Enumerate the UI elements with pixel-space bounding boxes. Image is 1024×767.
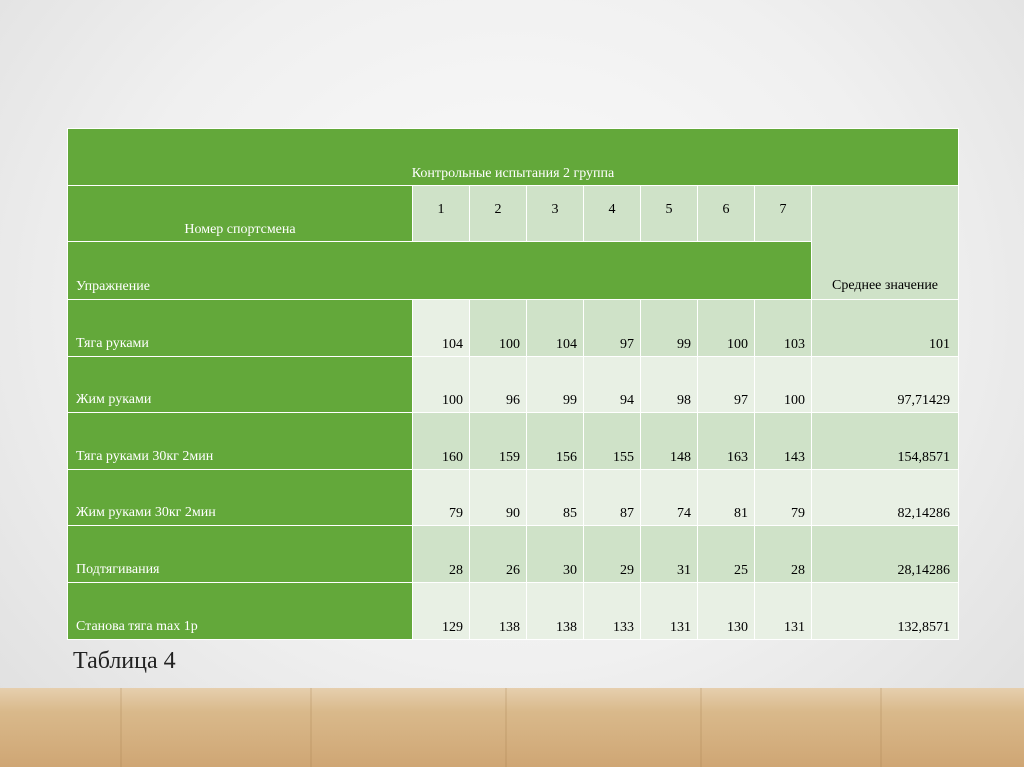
value-cell: 30 (526, 525, 584, 583)
value-cell: 103 (754, 299, 812, 357)
average-cell: 97,71429 (810, 356, 960, 413)
athlete-number-label: Номер спортсмена (67, 185, 413, 242)
value-cell: 100 (469, 299, 527, 357)
average-cell: 28,14286 (810, 525, 960, 583)
value-cell: 131 (754, 582, 812, 640)
value-cell: 94 (583, 356, 641, 413)
average-cell: 154,8571 (810, 412, 960, 470)
value-cell: 100 (754, 356, 812, 413)
table-title: Контрольные испытания 2 группа (66, 128, 960, 186)
value-cell: 160 (412, 412, 470, 470)
value-cell: 138 (526, 582, 584, 640)
value-cell: 97 (583, 299, 641, 357)
value-cell: 143 (754, 412, 812, 470)
value-cell: 79 (412, 469, 470, 526)
value-cell: 31 (640, 525, 698, 583)
exercise-name: Жим руками 30кг 2мин (67, 469, 413, 526)
value-cell: 131 (640, 582, 698, 640)
table-row: Станова тяга max 1р 129 138 138 133 131 … (67, 582, 960, 640)
results-table-container: Контрольные испытания 2 группа Номер спо… (66, 128, 960, 640)
table-row: Жим руками 100 96 99 94 98 97 100 97,714… (67, 356, 960, 413)
value-cell: 25 (697, 525, 755, 583)
value-cell: 85 (526, 469, 584, 526)
exercise-name: Тяга руками 30кг 2мин (67, 412, 413, 470)
value-cell: 28 (754, 525, 812, 583)
floor-background (0, 688, 1024, 767)
exercise-name: Тяга руками (67, 299, 413, 357)
athlete-number: 6 (697, 185, 755, 242)
exercise-label: Упражнение (67, 241, 812, 300)
athlete-number: 2 (469, 185, 527, 242)
average-cell: 82,14286 (810, 469, 960, 526)
value-cell: 163 (697, 412, 755, 470)
value-cell: 74 (640, 469, 698, 526)
average-header: Среднее значение (810, 185, 960, 300)
exercise-name: Жим руками (67, 356, 413, 413)
value-cell: 98 (640, 356, 698, 413)
value-cell: 104 (412, 299, 470, 357)
value-cell: 104 (526, 299, 584, 357)
value-cell: 99 (640, 299, 698, 357)
exercise-name: Подтягивания (67, 525, 413, 583)
value-cell: 159 (469, 412, 527, 470)
value-cell: 148 (640, 412, 698, 470)
value-cell: 90 (469, 469, 527, 526)
value-cell: 129 (412, 582, 470, 640)
value-cell: 138 (469, 582, 527, 640)
value-cell: 130 (697, 582, 755, 640)
table-row: Жим руками 30кг 2мин 79 90 85 87 74 81 7… (67, 469, 960, 526)
table-row: Тяга руками 104 100 104 97 99 100 103 10… (67, 299, 960, 357)
athlete-number: 1 (412, 185, 470, 242)
value-cell: 26 (469, 525, 527, 583)
average-cell: 101 (810, 299, 960, 357)
value-cell: 87 (583, 469, 641, 526)
value-cell: 156 (526, 412, 584, 470)
average-cell: 132,8571 (810, 582, 960, 640)
athlete-number: 4 (583, 185, 641, 242)
value-cell: 99 (526, 356, 584, 413)
value-cell: 100 (412, 356, 470, 413)
value-cell: 79 (754, 469, 812, 526)
table-row: Подтягивания 28 26 30 29 31 25 28 28,142… (67, 525, 960, 583)
athlete-number: 3 (526, 185, 584, 242)
athlete-number: 7 (754, 185, 812, 242)
table-caption: Таблица 4 (73, 648, 176, 674)
results-table: Контрольные испытания 2 группа Номер спо… (66, 128, 960, 640)
athlete-number: 5 (640, 185, 698, 242)
value-cell: 29 (583, 525, 641, 583)
value-cell: 28 (412, 525, 470, 583)
value-cell: 81 (697, 469, 755, 526)
value-cell: 100 (697, 299, 755, 357)
value-cell: 155 (583, 412, 641, 470)
value-cell: 97 (697, 356, 755, 413)
exercise-name: Станова тяга max 1р (67, 582, 413, 640)
table-row: Тяга руками 30кг 2мин 160 159 156 155 14… (67, 412, 960, 470)
value-cell: 133 (583, 582, 641, 640)
value-cell: 96 (469, 356, 527, 413)
